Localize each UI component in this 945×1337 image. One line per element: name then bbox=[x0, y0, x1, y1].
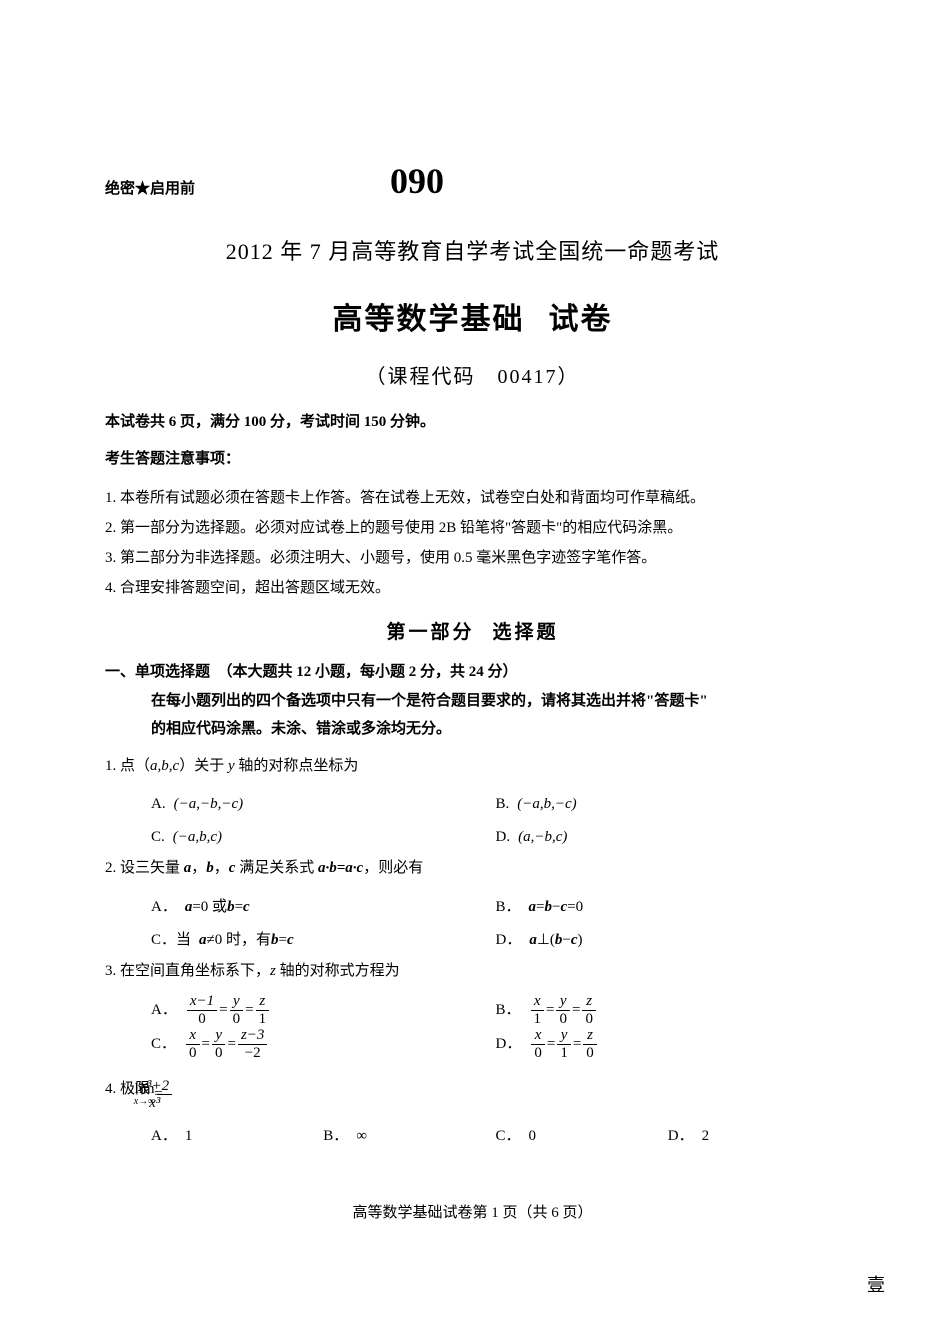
course-code: （课程代码 00417） bbox=[105, 360, 840, 389]
q1-option-b: B.(−a,b,−c) bbox=[496, 788, 841, 821]
q1-text-c: ）关于 bbox=[179, 758, 228, 774]
q2-option-b: B．a=b−c=0 bbox=[496, 891, 841, 924]
q1-text-e: 轴的对称点坐标为 bbox=[235, 758, 359, 774]
question-2: 2. 设三矢量 a，b，c 满足关系式 a·b=a·c，则必有 bbox=[105, 854, 840, 883]
subject-name: 高等数学基础 bbox=[333, 303, 525, 336]
part-header: 一、单项选择题 （本大题共 12 小题，每小题 2 分，共 24 分） 在每小题… bbox=[105, 658, 840, 744]
q3-option-a: A． x−10= y0= z1 bbox=[151, 993, 496, 1027]
subject-suffix: 试卷 bbox=[549, 303, 613, 336]
q4-option-a: A．1 bbox=[151, 1120, 323, 1153]
instruction-1: 1. 本卷所有试题必须在答题卡上作答。答在试卷上无效，试卷空白处和背面均可作草稿… bbox=[105, 483, 840, 513]
q1-text-b: a,b,c bbox=[150, 758, 179, 774]
q4-options: A．1 B．∞ C．0 D．2 bbox=[105, 1120, 840, 1153]
q4-option-b: B．∞ bbox=[323, 1120, 495, 1153]
page-footer: 高等数学基础试卷第 1 页（共 6 页） bbox=[105, 1201, 840, 1222]
question-3: 3. 在空间直角坐标系下，z 轴的对称式方程为 bbox=[105, 957, 840, 986]
q2-option-a: A．a=0 或 b=c bbox=[151, 891, 496, 924]
instructions: 1. 本卷所有试题必须在答题卡上作答。答在试卷上无效，试卷空白处和背面均可作草稿… bbox=[105, 483, 840, 603]
q1-option-a: A.(−a,−b,−c) bbox=[151, 788, 496, 821]
q3-options: A． x−10= y0= z1 B． x1= y0= z0 C． bbox=[105, 993, 840, 1061]
q4-option-d: D．2 bbox=[668, 1120, 840, 1153]
q2-option-c: C．当 a≠0 时，有 b=c bbox=[151, 924, 496, 957]
question-4: 4. 极限 lim x→∞ x³+2 x³ = bbox=[105, 1075, 840, 1112]
exam-code: 090 bbox=[390, 160, 444, 202]
q3-option-b: B． x1= y0= z0 bbox=[496, 993, 841, 1027]
q2-option-d: D．a⊥(b−c) bbox=[496, 924, 841, 957]
instruction-3: 3. 第二部分为非选择题。必须注明大、小题号，使用 0.5 毫米黑色字迹签字笔作… bbox=[105, 543, 840, 573]
question-1: 1. 点（a,b,c）关于 y 轴的对称点坐标为 bbox=[105, 752, 840, 781]
paper-info: 本试卷共 6 页，满分 100 分，考试时间 150 分钟。 bbox=[105, 409, 840, 436]
section-1-title: 第一部分选择题 bbox=[105, 617, 840, 644]
part-header-sub2: 的相应代码涂黑。未涂、错涂或多涂均无分。 bbox=[105, 715, 840, 744]
q1-options: A.(−a,−b,−c) B.(−a,b,−c) C.(−a,b,c) D.(a… bbox=[105, 788, 840, 854]
q1-text-d: y bbox=[228, 758, 235, 774]
q1-option-c: C.(−a,b,c) bbox=[151, 821, 496, 854]
section-title-a: 第一部分 bbox=[386, 622, 474, 643]
part-header-sub1: 在每小题列出的四个备选项中只有一个是符合题目要求的，请将其选出并将"答题卡" bbox=[105, 687, 840, 716]
q1-text-a: 1. 点（ bbox=[105, 758, 150, 774]
q4-option-c: C．0 bbox=[496, 1120, 668, 1153]
q3-option-d: D． x0= y1= z0 bbox=[496, 1027, 841, 1061]
corner-page-number: 壹 bbox=[867, 1271, 885, 1297]
course-code-label: （课程代码 bbox=[366, 366, 476, 388]
course-code-value: 00417） bbox=[498, 366, 580, 388]
confidential-label: 绝密★启用前 bbox=[105, 177, 195, 198]
exam-paper-page: 绝密★启用前 090 2012 年 7 月高等教育自学考试全国统一命题考试 高等… bbox=[0, 0, 945, 1262]
q3-option-c: C． x0= y0= z−3−2 bbox=[151, 1027, 496, 1061]
instruction-2: 2. 第一部分为选择题。必须对应试卷上的题号使用 2B 铅笔将"答题卡"的相应代… bbox=[105, 513, 840, 543]
exam-title: 2012 年 7 月高等教育自学考试全国统一命题考试 bbox=[105, 234, 840, 266]
subject-title: 高等数学基础试卷 bbox=[105, 294, 840, 338]
q2-options: A．a=0 或 b=c B．a=b−c=0 C．当 a≠0 时，有 b=c D．… bbox=[105, 891, 840, 957]
q1-option-d: D.(a,−b,c) bbox=[496, 821, 841, 854]
part-header-main: 一、单项选择题 （本大题共 12 小题，每小题 2 分，共 24 分） bbox=[105, 664, 518, 680]
section-title-b: 选择题 bbox=[493, 622, 559, 643]
notice-header: 考生答题注意事项： bbox=[105, 446, 840, 473]
instruction-4: 4. 合理安排答题空间，超出答题区域无效。 bbox=[105, 573, 840, 603]
top-row: 绝密★启用前 090 bbox=[105, 160, 840, 202]
